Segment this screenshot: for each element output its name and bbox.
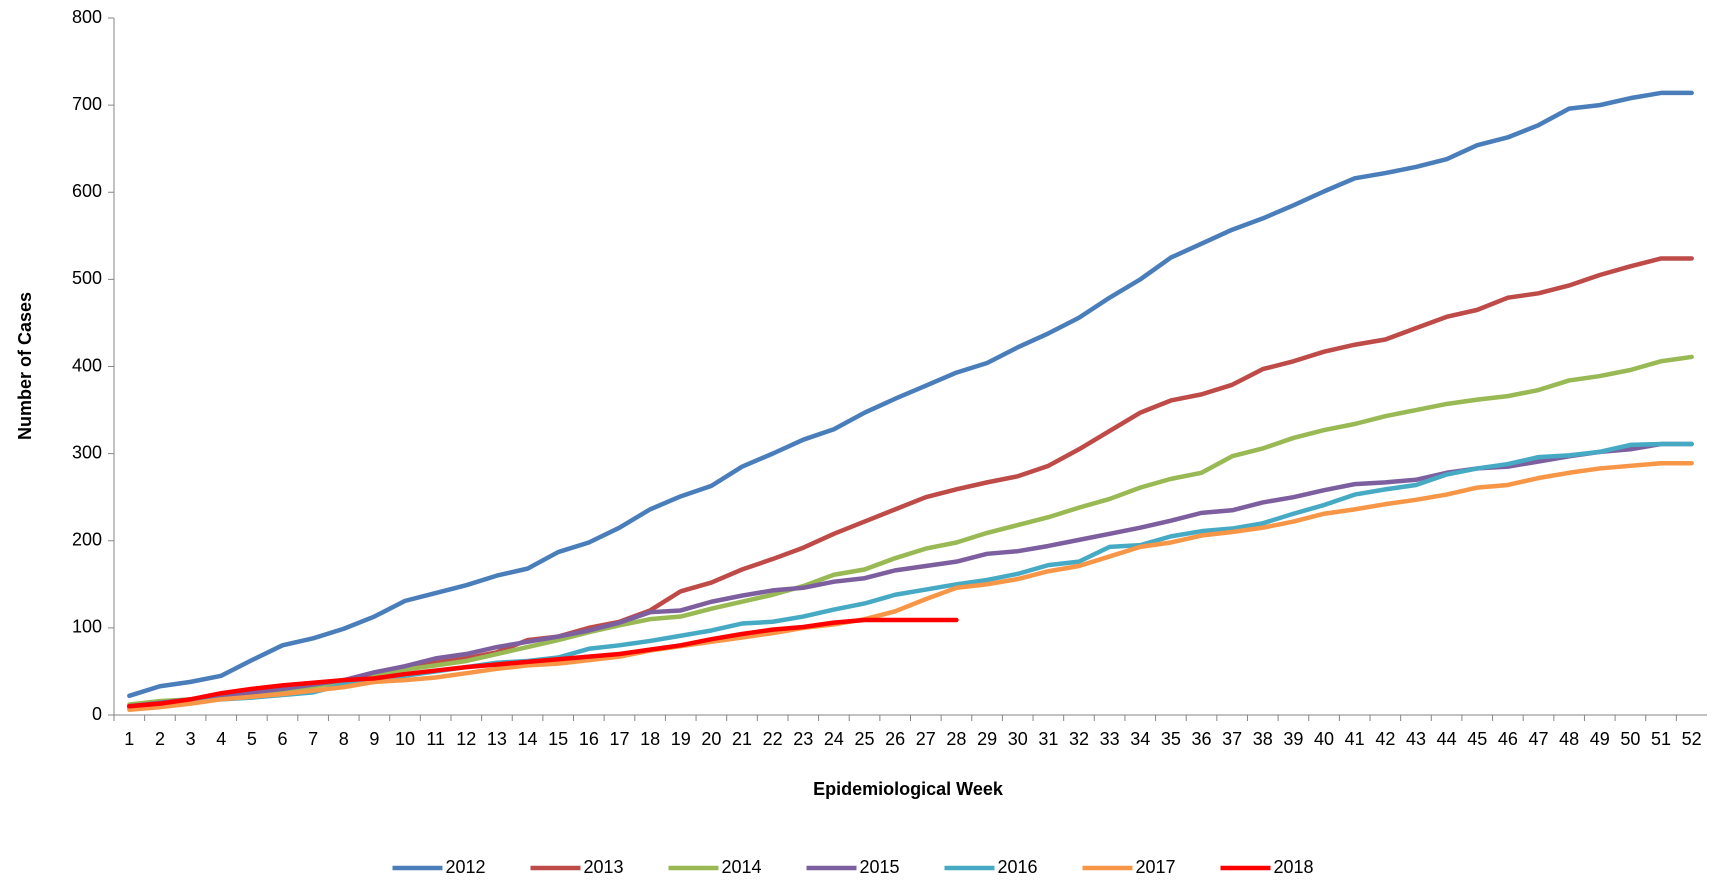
series-line bbox=[127, 617, 959, 709]
x-tick-label: 31 bbox=[1038, 729, 1058, 749]
x-tick-label: 7 bbox=[308, 729, 318, 749]
x-tick-label: 18 bbox=[640, 729, 660, 749]
x-tick-label: 40 bbox=[1314, 729, 1334, 749]
legend-label: 2016 bbox=[998, 857, 1038, 877]
legend-label: 2018 bbox=[1274, 857, 1314, 877]
x-tick-label: 19 bbox=[671, 729, 691, 749]
x-tick-label: 22 bbox=[763, 729, 783, 749]
y-tick-label: 0 bbox=[92, 704, 102, 724]
y-axis-title: Number of Cases bbox=[15, 292, 35, 440]
x-tick-label: 33 bbox=[1100, 729, 1120, 749]
x-tick-label: 20 bbox=[701, 729, 721, 749]
x-tick-label: 37 bbox=[1222, 729, 1242, 749]
x-tick-label: 48 bbox=[1559, 729, 1579, 749]
x-tick-label: 3 bbox=[186, 729, 196, 749]
x-tick-label: 13 bbox=[487, 729, 507, 749]
x-tick-label: 30 bbox=[1008, 729, 1028, 749]
x-tick-label: 12 bbox=[456, 729, 476, 749]
series-line bbox=[127, 441, 1694, 709]
x-tick-label: 36 bbox=[1192, 729, 1212, 749]
x-tick-label: 35 bbox=[1161, 729, 1181, 749]
x-tick-label: 32 bbox=[1069, 729, 1089, 749]
y-tick-label: 200 bbox=[72, 530, 102, 550]
x-tick-label: 49 bbox=[1590, 729, 1610, 749]
x-tick-label: 6 bbox=[277, 729, 287, 749]
x-tick-label: 5 bbox=[247, 729, 257, 749]
x-tick-label: 41 bbox=[1345, 729, 1365, 749]
legend-label: 2013 bbox=[584, 857, 624, 877]
series-line bbox=[127, 256, 1694, 709]
series-line bbox=[127, 460, 1694, 713]
x-tick-label: 28 bbox=[946, 729, 966, 749]
series-line bbox=[127, 354, 1694, 707]
y-tick-label: 700 bbox=[72, 94, 102, 114]
x-tick-label: 29 bbox=[977, 729, 997, 749]
x-tick-label: 25 bbox=[855, 729, 875, 749]
x-tick-label: 4 bbox=[216, 729, 226, 749]
x-tick-label: 1 bbox=[124, 729, 134, 749]
x-tick-label: 24 bbox=[824, 729, 844, 749]
x-tick-label: 51 bbox=[1651, 729, 1671, 749]
x-tick-label: 8 bbox=[339, 729, 349, 749]
x-tick-label: 34 bbox=[1130, 729, 1150, 749]
y-tick-label: 400 bbox=[72, 355, 102, 375]
legend-label: 2015 bbox=[860, 857, 900, 877]
x-tick-label: 15 bbox=[548, 729, 568, 749]
x-tick-label: 42 bbox=[1375, 729, 1395, 749]
x-tick-label: 52 bbox=[1682, 729, 1702, 749]
y-tick-label: 500 bbox=[72, 268, 102, 288]
series-line bbox=[127, 441, 1694, 711]
x-tick-label: 9 bbox=[369, 729, 379, 749]
legend-label: 2017 bbox=[1136, 857, 1176, 877]
x-tick-label: 46 bbox=[1498, 729, 1518, 749]
x-tick-label: 43 bbox=[1406, 729, 1426, 749]
x-tick-label: 2 bbox=[155, 729, 165, 749]
legend-label: 2014 bbox=[722, 857, 762, 877]
x-tick-label: 39 bbox=[1283, 729, 1303, 749]
x-tick-label: 50 bbox=[1620, 729, 1640, 749]
x-tick-label: 14 bbox=[518, 729, 538, 749]
y-tick-label: 100 bbox=[72, 617, 102, 637]
x-tick-label: 38 bbox=[1253, 729, 1273, 749]
x-tick-label: 45 bbox=[1467, 729, 1487, 749]
x-tick-label: 16 bbox=[579, 729, 599, 749]
y-tick-label: 300 bbox=[72, 442, 102, 462]
x-tick-label: 44 bbox=[1437, 729, 1457, 749]
x-tick-label: 11 bbox=[426, 729, 445, 749]
x-tick-label: 47 bbox=[1528, 729, 1548, 749]
y-tick-label: 600 bbox=[72, 181, 102, 201]
x-tick-label: 27 bbox=[916, 729, 936, 749]
x-tick-label: 26 bbox=[885, 729, 905, 749]
x-tick-label: 17 bbox=[609, 729, 629, 749]
x-axis-title: Epidemiological Week bbox=[813, 779, 1004, 799]
y-tick-label: 800 bbox=[72, 7, 102, 27]
x-tick-label: 23 bbox=[793, 729, 813, 749]
x-tick-label: 21 bbox=[732, 729, 752, 749]
legend-label: 2012 bbox=[446, 857, 486, 877]
series-line bbox=[127, 90, 1694, 699]
x-tick-label: 10 bbox=[395, 729, 415, 749]
